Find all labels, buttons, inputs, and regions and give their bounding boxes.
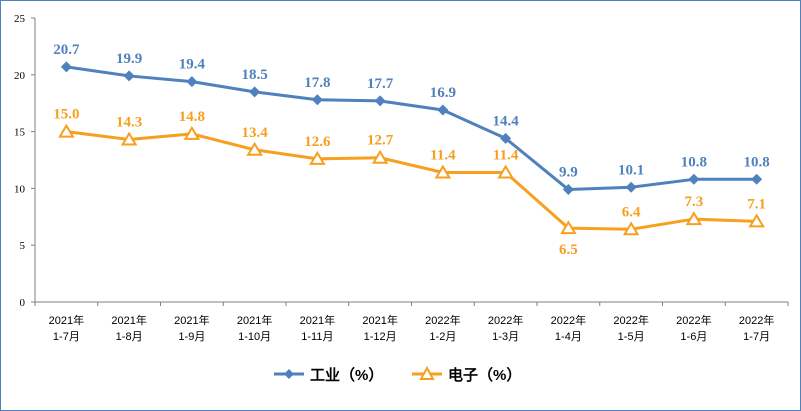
data-label: 9.9: [559, 165, 578, 181]
x-tick-label: 1-11月: [301, 331, 333, 343]
data-label: 15.0: [53, 107, 79, 123]
y-tick-label: 25: [14, 13, 26, 25]
data-point-triangle: [622, 221, 640, 236]
data-point-diamond: [311, 94, 323, 106]
legend-item-electronics: 电子（%）: [410, 362, 521, 386]
data-label: 17.7: [367, 76, 394, 92]
data-point-triangle: [560, 220, 577, 235]
data-label: 6.5: [559, 242, 578, 258]
x-tick-label: 1-12月: [364, 331, 397, 343]
x-tick-label: 2021年: [49, 313, 84, 327]
data-point-diamond: [60, 61, 72, 73]
data-label: 11.4: [493, 147, 519, 163]
data-point-diamond: [688, 173, 700, 185]
y-tick-label: 5: [20, 240, 26, 252]
data-point-diamond: [751, 173, 763, 185]
x-tick-label: 2022年: [676, 313, 711, 327]
data-point-diamond: [437, 104, 449, 116]
y-tick-label: 20: [14, 70, 26, 82]
x-tick-label: 2022年: [488, 313, 523, 327]
legend: 工业（%） 电子（%）: [0, 362, 801, 386]
series-line-0: [66, 65, 757, 192]
data-label: 14.3: [116, 115, 142, 131]
legend-item-industry: 工业（%）: [272, 362, 383, 386]
legend-label-industry: 工业（%）: [310, 366, 384, 384]
data-point-triangle: [183, 125, 201, 140]
legend-diamond-icon: [272, 362, 306, 386]
x-tick-label: 2022年: [613, 313, 648, 327]
data-label: 16.9: [430, 85, 456, 101]
data-point-triangle: [434, 164, 452, 179]
data-point-triangle: [58, 123, 75, 138]
x-tick-label: 2021年: [111, 313, 146, 327]
data-label: 12.6: [304, 134, 331, 150]
data-point-diamond: [374, 95, 386, 107]
legend-label-electronics: 电子（%）: [448, 366, 522, 384]
data-point-triangle: [309, 150, 326, 165]
legend-triangle-icon: [410, 362, 444, 386]
data-point-diamond: [249, 86, 261, 98]
y-tick-label: 0: [20, 297, 26, 309]
data-label: 20.7: [53, 42, 80, 58]
data-label: 13.4: [242, 125, 269, 141]
data-label: 10.8: [744, 154, 770, 170]
data-point-diamond: [562, 184, 574, 196]
data-point-diamond: [625, 181, 637, 193]
data-point-triangle: [371, 149, 389, 164]
x-tick-label: 1-7月: [743, 331, 770, 343]
data-point-triangle: [748, 213, 765, 228]
series-line-1: [66, 130, 757, 231]
y-tick-label: 15: [14, 127, 26, 139]
data-label: 6.4: [622, 204, 641, 220]
x-tick-label: 1-4月: [555, 331, 582, 343]
data-point-triangle: [246, 141, 263, 156]
data-point-diamond: [123, 70, 135, 82]
data-point-triangle: [120, 131, 138, 146]
x-tick-label: 1-3月: [492, 331, 519, 343]
data-label: 18.5: [242, 67, 268, 83]
x-tick-label: 1-7月: [53, 331, 80, 343]
x-tick-label: 2021年: [174, 313, 209, 327]
x-tick-label: 2022年: [739, 313, 774, 327]
data-label: 10.1: [618, 162, 644, 178]
x-tick-label: 1-10月: [238, 331, 271, 343]
data-label: 14.8: [179, 109, 205, 125]
data-label: 10.8: [681, 154, 707, 170]
x-tick-label: 1-6月: [680, 331, 707, 343]
y-tick-label: 10: [14, 183, 26, 195]
x-tick-label: 1-2月: [429, 331, 456, 343]
x-tick-label: 1-9月: [178, 331, 205, 343]
data-label: 19.9: [116, 51, 142, 67]
data-point-triangle: [685, 211, 703, 226]
data-point-diamond: [186, 76, 198, 88]
data-label: 7.1: [747, 196, 766, 212]
x-tick-label: 1-5月: [618, 331, 645, 343]
x-tick-label: 2022年: [425, 313, 460, 327]
data-point-diamond: [500, 132, 512, 144]
x-tick-label: 2021年: [237, 313, 272, 327]
data-label: 19.4: [179, 57, 206, 73]
x-tick-label: 1-8月: [116, 331, 143, 343]
data-label: 7.3: [685, 194, 704, 210]
data-label: 17.8: [304, 75, 330, 91]
data-label: 12.7: [367, 133, 394, 149]
data-label: 14.4: [493, 113, 520, 129]
data-label: 11.4: [430, 147, 456, 163]
x-tick-label: 2021年: [362, 313, 397, 327]
x-tick-label: 2021年: [300, 313, 335, 327]
data-point-triangle: [497, 164, 514, 179]
x-tick-label: 2022年: [551, 313, 586, 327]
